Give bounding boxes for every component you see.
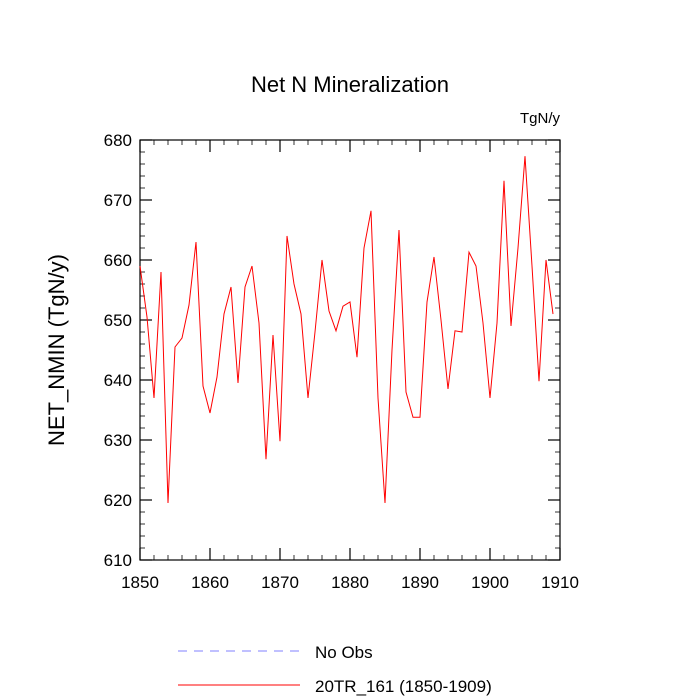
y-tick-label: 650 xyxy=(104,311,132,330)
x-tick-label: 1900 xyxy=(471,573,509,592)
legend-series-label: 20TR_161 (1850-1909) xyxy=(315,677,492,696)
x-tick-label: 1860 xyxy=(191,573,229,592)
minor-ticks xyxy=(139,139,561,561)
y-tick-label: 620 xyxy=(104,491,132,510)
legend-no-obs-label: No Obs xyxy=(315,643,373,662)
series-layer xyxy=(139,156,554,504)
units-label: TgN/y xyxy=(520,110,561,127)
x-tick-label: 1870 xyxy=(261,573,299,592)
plot-frame xyxy=(139,139,561,561)
y-tick-label: 610 xyxy=(104,551,132,570)
y-tick-label: 680 xyxy=(104,131,132,150)
y-tick-label: 670 xyxy=(104,191,132,210)
x-axis: 1850 1860 1870 1880 1890 1900 1910 xyxy=(121,140,579,592)
x-tick-label: 1880 xyxy=(331,573,369,592)
y-tick-label: 640 xyxy=(104,371,132,390)
y-tick-label: 630 xyxy=(104,431,132,450)
x-tick-label: 1910 xyxy=(541,573,579,592)
x-tick-label: 1890 xyxy=(401,573,439,592)
y-tick-label: 660 xyxy=(104,251,132,270)
y-axis-label: NET_NMIN (TgN/y) xyxy=(44,254,69,446)
chart-title: Net N Mineralization xyxy=(251,72,449,97)
series-line xyxy=(139,156,554,504)
legend: No Obs 20TR_161 (1850-1909) xyxy=(178,643,492,696)
x-tick-label: 1850 xyxy=(121,573,159,592)
y-axis: 610 620 630 640 650 660 670 680 xyxy=(104,131,560,570)
